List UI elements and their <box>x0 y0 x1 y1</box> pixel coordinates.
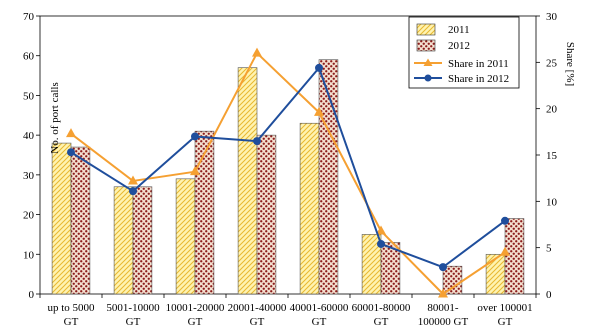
category-label-line: GT <box>312 316 327 328</box>
point-share-2011 <box>314 106 324 116</box>
y2-tick-label: 15 <box>546 150 558 162</box>
point-share-2011 <box>66 128 76 138</box>
y2-tick-label: 5 <box>546 243 552 255</box>
y-tick-label: 60 <box>23 51 35 63</box>
category-label-line: 100000 GT <box>418 316 469 328</box>
category-label: up to 5000 GT <box>47 302 95 328</box>
point-share-2012 <box>439 263 447 272</box>
category-label-line: 10001-20000 <box>166 302 225 314</box>
y-tick-label: 50 <box>23 90 35 102</box>
category-label-line: 60001-80000 <box>352 302 411 314</box>
category-label: 5001-10000 GT <box>106 302 160 328</box>
category-label: over 100001 GT <box>477 302 532 328</box>
category-label-line: over 100001 <box>477 302 532 314</box>
category-label-line: 40001-60000 <box>290 302 349 314</box>
legend-swatch-2012 <box>416 39 436 52</box>
point-share-2011 <box>376 225 386 235</box>
point-share-2012 <box>377 239 385 248</box>
y2-tick-label: 25 <box>546 57 558 69</box>
y-tick-label: 20 <box>23 210 35 222</box>
y-axis-title: No. of port calls <box>49 82 61 153</box>
bar-2012 <box>256 134 277 295</box>
legend-item-share-2011: Share in 2011 <box>414 58 509 70</box>
point-share-2012 <box>501 216 509 225</box>
legend-label-share-2011: Share in 2011 <box>448 58 509 70</box>
left-axis: 0 10 20 30 40 50 60 70 <box>23 11 40 301</box>
category-label: 80001- 100000 GT <box>418 302 469 328</box>
right-axis: 0 5 10 15 20 25 30 <box>536 11 558 301</box>
bar-2012 <box>318 59 339 295</box>
category-label-line: GT <box>498 316 513 328</box>
legend-label-2011: 2011 <box>448 24 470 36</box>
bar-2012 <box>504 218 525 295</box>
point-share-2011 <box>190 166 200 176</box>
y-tick-label: 40 <box>23 130 35 142</box>
bar-2011 <box>237 67 258 295</box>
lines-layer <box>66 47 510 298</box>
point-share-2011 <box>128 175 138 185</box>
y-tick-label: 0 <box>29 289 35 301</box>
legend-marker-share-2011 <box>423 58 433 66</box>
legend-label-2012: 2012 <box>448 40 470 52</box>
point-share-2011 <box>252 47 262 57</box>
category-label-line: GT <box>64 316 79 328</box>
category-label: 20001-40000 GT <box>228 302 287 328</box>
bar-2011 <box>113 186 134 295</box>
legend-item-share-2012: Share in 2012 <box>414 73 509 85</box>
line-share-2011 <box>70 52 506 295</box>
bar-2011 <box>299 122 320 295</box>
bar-2012 <box>194 130 215 295</box>
bar-2012 <box>380 242 401 295</box>
category-label: 60001-80000 GT <box>352 302 411 328</box>
category-label: 10001-20000 GT <box>166 302 225 328</box>
category-label-line: 5001-10000 <box>106 302 160 314</box>
point-share-2012 <box>67 148 75 157</box>
bar-2012 <box>442 265 463 295</box>
line-share-2012 <box>70 66 506 269</box>
category-label: 40001-60000 GT <box>290 302 349 328</box>
point-share-2012 <box>253 137 261 146</box>
y-tick-label: 30 <box>23 170 35 182</box>
y2-tick-label: 10 <box>546 196 558 208</box>
legend-item-2011: 2011 <box>416 23 470 36</box>
category-label-line: GT <box>250 316 265 328</box>
category-label-line: 20001-40000 <box>228 302 287 314</box>
bar-2011 <box>51 142 72 295</box>
bar-2011 <box>175 178 196 295</box>
y2-axis-title: Share [%] <box>564 42 576 86</box>
category-label-line: GT <box>374 316 389 328</box>
y2-tick-label: 0 <box>546 289 552 301</box>
point-share-2012 <box>129 187 137 196</box>
legend-marker-share-2012 <box>424 74 432 82</box>
point-share-2011 <box>500 246 510 256</box>
y2-tick-label: 30 <box>546 11 558 23</box>
legend-swatch-2011 <box>416 23 436 36</box>
legend: 2011 2012 Share in 2011 Share in 2012 <box>408 16 520 89</box>
point-share-2012 <box>315 63 323 72</box>
category-label-line: GT <box>188 316 203 328</box>
point-share-2011 <box>438 288 448 298</box>
point-share-2012 <box>191 132 199 141</box>
category-label-line: up to 5000 <box>47 302 95 314</box>
bar-2011 <box>485 253 506 295</box>
y2-tick-label: 20 <box>546 104 558 116</box>
category-label-line: 80001- <box>427 302 459 314</box>
bar-2012 <box>70 146 91 295</box>
y-tick-label: 10 <box>23 249 35 261</box>
legend-label-share-2012: Share in 2012 <box>448 73 509 85</box>
bar-2012 <box>132 186 153 295</box>
y-tick-label: 70 <box>23 11 35 23</box>
legend-item-2012: 2012 <box>416 39 470 52</box>
category-label-line: GT <box>126 316 141 328</box>
bars-layer <box>51 59 525 295</box>
